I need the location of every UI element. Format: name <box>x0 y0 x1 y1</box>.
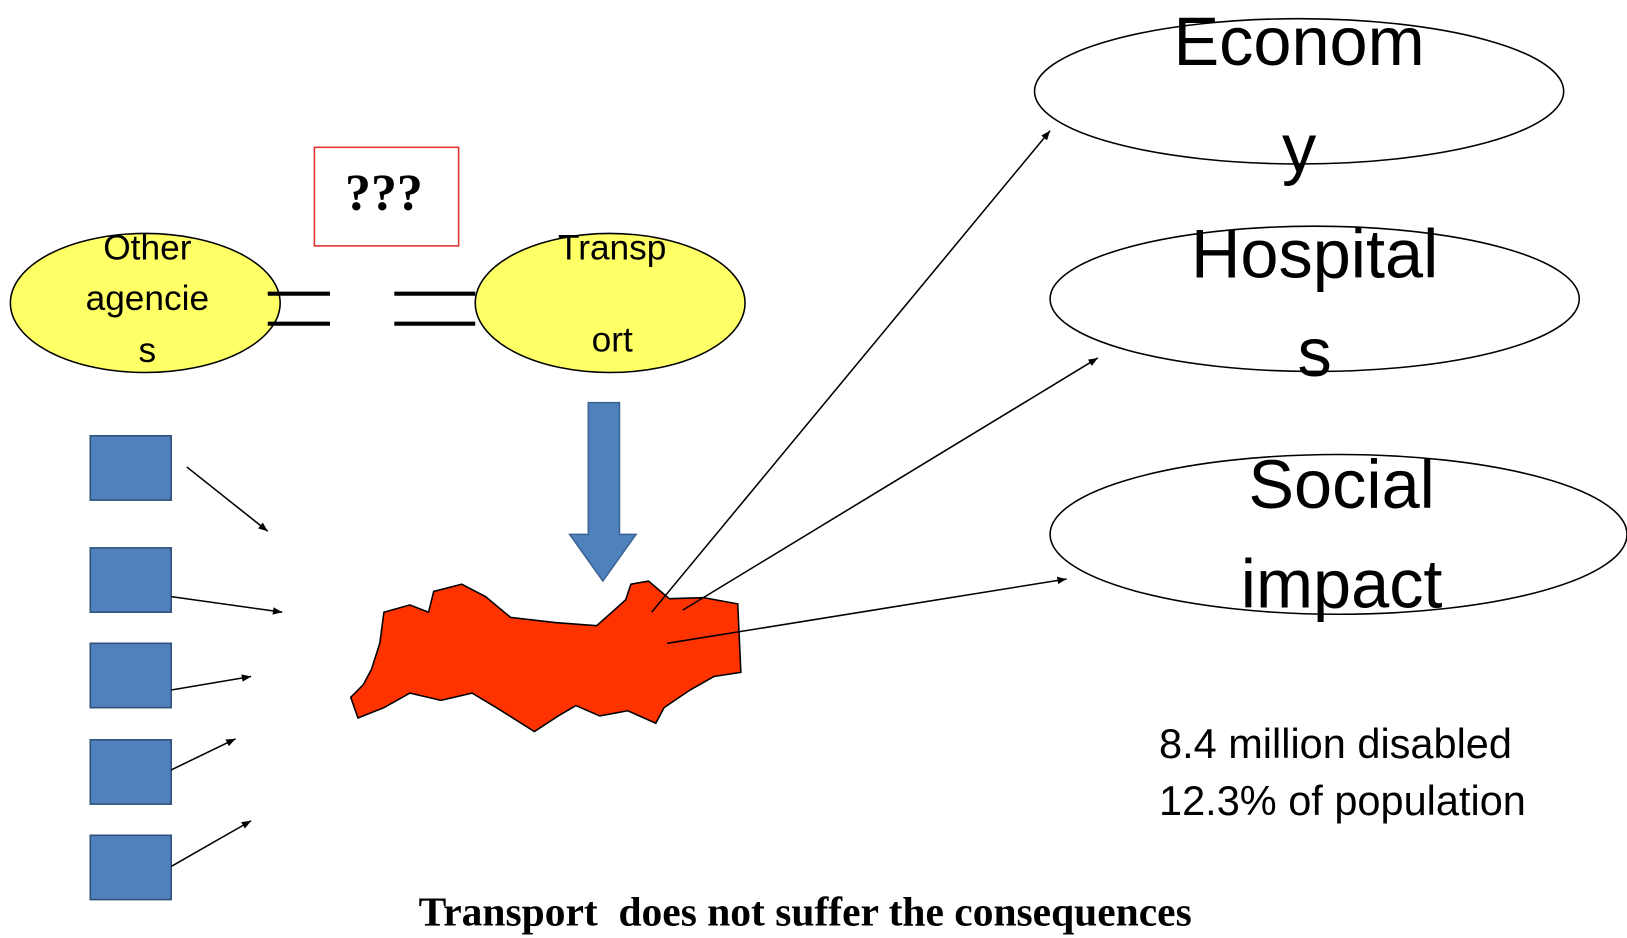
transport-label: ort <box>592 321 633 360</box>
question-box <box>313 146 460 247</box>
outcome-label: impact <box>1241 545 1443 622</box>
outcome-label: s <box>1298 314 1332 391</box>
outcome-label: y <box>1282 110 1317 187</box>
hospitals-node <box>1049 225 1581 373</box>
agencies-label: s <box>139 331 157 370</box>
outcome-label: Hospital <box>1191 215 1438 292</box>
agency-squares <box>89 435 172 901</box>
outcome-label: Econom <box>1174 3 1425 80</box>
agencies-node <box>9 232 281 374</box>
note-line: 8.4 million disabled <box>1159 720 1512 767</box>
note-line: 12.3% of population <box>1159 777 1526 824</box>
small-arrows <box>170 466 283 868</box>
impact-arrows <box>651 130 1099 645</box>
equals-signs <box>267 291 476 326</box>
agencies-label: Other <box>103 228 191 267</box>
caption: Transport does not suffer the consequenc… <box>419 889 1192 935</box>
question-text: ??? <box>345 165 423 222</box>
down-arrow <box>568 401 638 583</box>
transport-node <box>474 232 746 374</box>
transport-label: Transp <box>558 228 666 267</box>
impact-blob <box>349 580 742 733</box>
economy-node <box>1033 17 1565 165</box>
agencies-label: agencie <box>86 279 210 318</box>
outcome-label: Social <box>1248 446 1434 523</box>
